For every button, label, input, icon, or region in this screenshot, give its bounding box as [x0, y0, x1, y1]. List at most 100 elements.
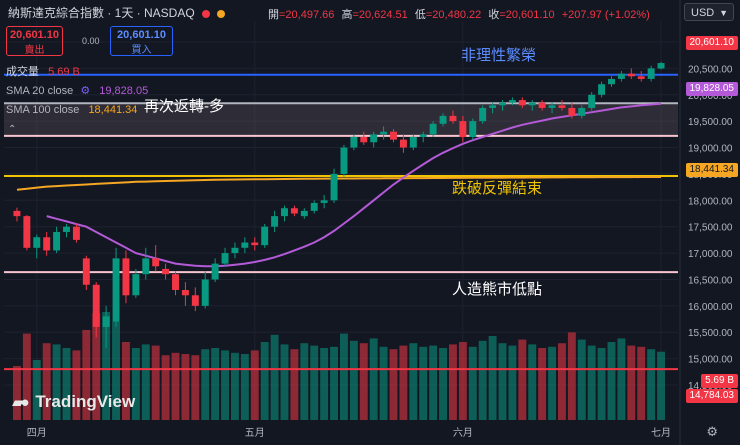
tradingview-logo-icon: ▰●	[12, 394, 30, 411]
symbol-title: 納斯達克綜合指數 · 1天 · NASDAQ	[8, 6, 195, 20]
volume-bar	[419, 346, 428, 420]
volume-bar	[399, 345, 408, 420]
volume-bar	[518, 339, 527, 420]
volume-bar	[42, 343, 51, 420]
volume-bar	[161, 355, 170, 420]
candle-body	[647, 68, 655, 79]
sell-label: 賣出	[24, 45, 45, 56]
candle-body	[53, 231, 61, 251]
candle-body	[241, 242, 249, 248]
candle-body	[102, 316, 110, 327]
candle-body	[518, 100, 526, 106]
volume-bar	[587, 345, 596, 420]
volume-bar	[102, 312, 111, 420]
volume-bar	[617, 338, 626, 420]
volume-bar	[82, 330, 91, 420]
volume-bar	[627, 345, 636, 420]
candle-body	[469, 121, 477, 137]
y-tick-label: 16,500.00	[688, 275, 733, 286]
buy-price: 20,601.10	[117, 29, 166, 41]
volume-bar	[657, 351, 666, 420]
x-tick-label: 五月	[245, 427, 265, 439]
collapse-legend-icon[interactable]: ⌃	[8, 124, 17, 135]
volume-bar	[310, 345, 319, 420]
volume-bar	[22, 333, 31, 420]
tradingview-watermark[interactable]: ▰● TradingView	[12, 392, 135, 412]
candle-body	[390, 131, 397, 140]
annotation-bear-low: 人造熊市低點	[452, 281, 543, 298]
volume-bar	[250, 350, 259, 420]
y-tick-label: 15,000.00	[688, 355, 733, 366]
volume-bar	[171, 352, 180, 420]
volume-bar	[567, 332, 576, 420]
candle-body	[72, 226, 80, 240]
annotation-rebound: 再次返轉-多	[144, 98, 224, 115]
sma20-line	[46, 102, 662, 268]
low-label: 低	[414, 9, 426, 21]
candle-body	[33, 237, 41, 248]
volume-bar	[359, 343, 368, 420]
settings-gear-icon[interactable]: ⚙	[706, 424, 718, 439]
open-value: =20,497.66	[279, 9, 335, 21]
candle-body	[419, 134, 427, 137]
volume-bar	[339, 333, 348, 420]
volume-bar	[597, 348, 606, 420]
candle-body	[617, 73, 625, 79]
candle-body	[330, 173, 338, 201]
candle-body	[370, 134, 378, 143]
spread-value: 0.00	[82, 36, 100, 46]
volume-bar	[211, 348, 220, 420]
legend-sma100[interactable]: SMA 100 close 18,441.34	[6, 104, 137, 116]
volume-price-label: 5.69 B	[701, 374, 738, 388]
volume-bar	[230, 352, 239, 420]
volume-bar	[429, 345, 438, 420]
legend-sma20[interactable]: SMA 20 close ⚙ 19,828.05	[6, 84, 148, 97]
buy-button[interactable]: 20,601.10 買入	[110, 26, 173, 56]
sell-button[interactable]: 20,601.10 賣出	[6, 26, 63, 56]
candle-body	[221, 253, 229, 264]
volume-bar	[270, 334, 279, 420]
change-value: +207.97 (+1.02%)	[561, 9, 650, 21]
volume-bar	[201, 349, 210, 420]
volume-bar	[488, 336, 497, 420]
candle-body	[92, 284, 100, 327]
candle-body	[211, 263, 219, 280]
high-value: =20,624.51	[352, 9, 408, 21]
volume-bar	[62, 348, 71, 420]
volume-bar	[458, 342, 467, 420]
volume-bar	[637, 346, 646, 420]
volume-bar	[557, 343, 566, 420]
volume-label: 成交量	[6, 66, 39, 78]
candle-body	[528, 102, 536, 106]
sma100-label: SMA 100 close	[6, 104, 80, 116]
symbol-header[interactable]: 納斯達克綜合指數 · 1天 · NASDAQ	[8, 4, 226, 21]
y-tick-label: 17,000.00	[688, 249, 733, 260]
sma20-price-label: 19,828.05	[685, 82, 738, 96]
settings-icon[interactable]: ⚙	[80, 85, 91, 97]
sma100-line	[16, 176, 661, 191]
candle-body	[380, 131, 388, 135]
candle-body	[449, 115, 457, 122]
candle-body	[479, 107, 487, 122]
volume-bar	[349, 340, 358, 420]
last-price-label: 20,601.10	[685, 36, 738, 50]
y-tick-label: 17,500.00	[688, 223, 733, 234]
volume-bar	[141, 344, 150, 420]
currency-select[interactable]: USD ▼	[684, 3, 734, 21]
y-tick-label: 20,000.00	[688, 91, 733, 102]
candle-body	[459, 121, 467, 137]
legend-volume[interactable]: 成交量 5.69 B	[6, 63, 80, 79]
volume-bar	[280, 344, 289, 420]
candle-body	[637, 76, 645, 79]
candle-body	[152, 258, 160, 267]
volume-bar	[121, 342, 130, 420]
volume-bar	[221, 350, 230, 420]
candle-body	[300, 210, 308, 217]
candle-body	[320, 200, 328, 203]
volume-bar	[607, 342, 616, 420]
candle-body	[657, 63, 665, 69]
candle-body	[439, 115, 447, 124]
watermark-text: TradingView	[35, 392, 136, 411]
